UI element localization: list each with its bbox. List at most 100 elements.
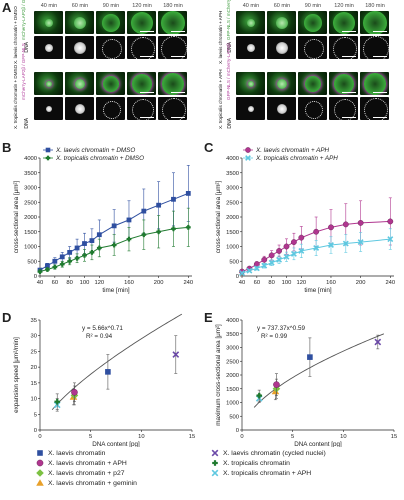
dna-micrograph [158,36,187,59]
scale-bar [140,30,154,32]
time-label: 180 min [163,3,183,9]
x-tick-label: 240 [183,280,193,286]
data-point [283,253,290,260]
row-label-laevis-dmso: X. laevis chromatin + DMSO [13,6,18,64]
x-tick-label: 200 [154,280,164,286]
nucleus-micrograph [127,11,156,34]
axes: 0 5 10 15 0 500 1000 1500 2000 2500 3000 3500 4000 DN… [215,318,397,447]
data-point [156,229,162,235]
x-tick-label: 100 [80,280,90,286]
y-axis-label: maximum cross-sectional area [μm²] [215,324,222,426]
data-point [82,241,87,246]
dna-micrograph [34,36,63,59]
dna-micrograph [96,97,125,120]
nucleus-blob [131,73,152,94]
dna-blob [101,38,122,59]
y-tick-label: 2500 [226,200,239,206]
data-point [185,191,191,196]
row-channel-label: GFP-NLS / mCherry-LAP2β [226,0,231,40]
data-point [45,267,50,272]
legend-label: X. tropicalis chromatin + DMSO [55,155,144,162]
dna-label: DNA [227,118,233,129]
nucleus-micrograph [329,11,358,34]
scale-bar [342,55,356,57]
scale-bar [373,116,387,118]
data-point [52,264,58,270]
nucleus-blob [303,13,322,32]
nucleus-micrograph [34,72,63,95]
x-tick-label: 120 [296,280,306,286]
x-tick-label: 10 [138,434,144,440]
legend-entry: X. laevis chromatin [37,450,106,457]
x-tick-label: 60 [254,280,260,286]
legend-marker [212,460,218,466]
data-point [105,369,111,375]
y-tick-label: 1000 [226,401,239,407]
dna-micrograph [298,97,327,120]
time-label: 60 min [71,3,89,9]
y-tick-label: 4000 [226,318,239,324]
dna-blob [362,36,389,59]
y-axis-label: expansion speed [μm²/min] [13,337,20,413]
x-axis-label: time [min] [102,287,130,294]
data-point [126,217,132,223]
data-point [387,236,394,243]
fit-equation: y = 737.37x^0.59 [257,325,305,332]
scale-bar [373,55,387,57]
dna-micrograph [329,97,358,120]
nucleus-blob [101,13,120,32]
legend-marker [36,469,44,477]
nucleus-blob [160,11,185,34]
x-axis-label: DNA content [pg] [92,441,140,447]
data-point [74,255,80,261]
nucleus-micrograph [267,11,296,34]
row-label-tropicalis-aph: X. tropicalis chromatin + APH [218,69,223,129]
legend-label: X. tropicalis chromatin + APH [255,155,338,162]
x-axis-label: time [min] [304,287,332,294]
dna-blob [363,97,388,120]
y-tick-label: 0 [34,428,37,434]
dna-blob [332,36,357,59]
y-tick-label: 2000 [226,373,239,379]
data-point [96,232,102,238]
y-tick-label: 0 [236,274,239,280]
data-point [276,256,283,263]
legend-label: X. tropicalis chromatin [223,460,290,467]
data-point [276,248,282,254]
data-point [74,245,80,251]
nucleus-blob [363,72,386,95]
y-tick-label: 0 [236,428,239,434]
data-point [268,252,275,259]
x-axis-label: DNA content [pg] [294,441,342,447]
nucleus-micrograph [329,72,358,95]
nucleus-blob [276,78,287,89]
dna-blob [247,105,254,112]
y-tick-label: 1000 [226,245,239,251]
x-tick-label: 160 [326,280,336,286]
data-point [59,254,65,260]
nucleus-micrograph [236,11,265,34]
nucleus-micrograph [34,11,63,34]
nucleus-micrograph [65,11,94,34]
legend-entry: X. laevis chromatin + p27 [36,469,125,477]
y-tick-label: 4000 [226,156,239,162]
y-tick-label: 500 [229,414,239,420]
nucleus-micrograph [65,72,94,95]
y-tick-label: 35 [31,318,37,324]
x-tick-label: 60 [52,280,58,286]
panel-d-letter: D [2,310,12,325]
data-point [171,226,176,232]
dna-micrograph [65,36,94,59]
data-point [156,202,162,208]
legend-marker [36,479,44,486]
nucleus-blob [333,73,354,94]
legend-entry: X. tropicalis chromatin + APH [211,469,311,477]
dna-blob [130,36,155,59]
legend-marker [37,450,43,456]
time-label: 120 min [132,3,152,9]
x-tick-label: 160 [124,280,134,286]
y-tick-label: 20 [31,365,37,371]
legend-label: X. laevis chromatin + DMSO [55,147,135,154]
